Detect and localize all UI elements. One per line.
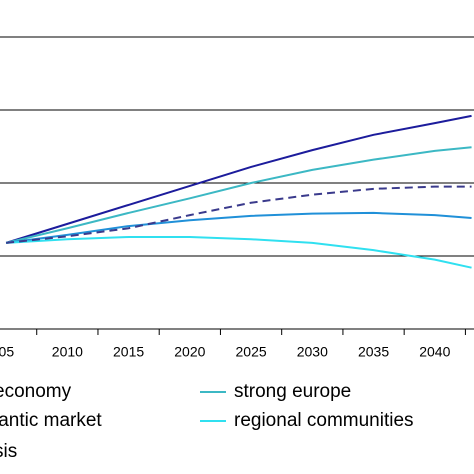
series-line (6, 185, 472, 244)
series-line (5, 146, 472, 244)
x-tick-label: 2040 (419, 344, 450, 360)
x-tick-label: 2035 (358, 344, 389, 360)
legend-label: economy (0, 381, 72, 402)
legend-label: regional communities (234, 410, 414, 431)
series-line (6, 236, 472, 269)
x-tick-label: 2015 (113, 344, 144, 360)
series-line (5, 114, 472, 244)
series-line (5, 211, 472, 244)
legend-label: sis (0, 441, 17, 462)
legend-label: strong europe (234, 381, 351, 402)
x-tick-label: 2030 (297, 344, 328, 360)
x-tick-label: 005 (0, 344, 14, 360)
legend-label: lantic market (0, 410, 102, 431)
x-tick-label: 2025 (236, 344, 267, 360)
x-tick-label: 2010 (52, 344, 83, 360)
x-tick-label: 2020 (174, 344, 205, 360)
